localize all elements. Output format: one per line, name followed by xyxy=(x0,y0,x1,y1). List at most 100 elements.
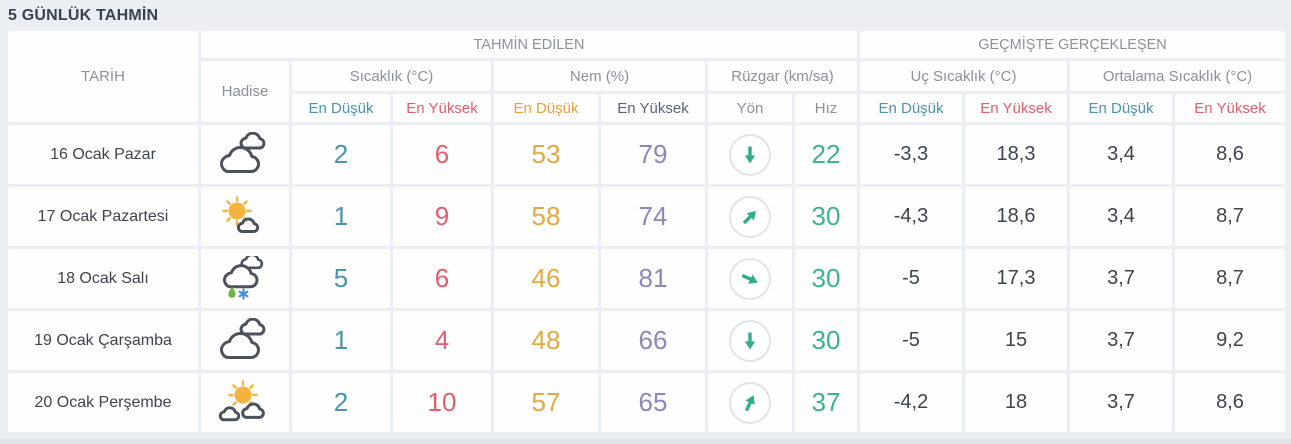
wind-direction-cell xyxy=(708,249,792,308)
header-hum-lowest: En Düşük xyxy=(494,94,598,122)
weather-cell xyxy=(201,249,289,308)
temp-low-cell: 1 xyxy=(292,311,390,370)
average-low-cell: 3,7 xyxy=(1070,249,1172,308)
cloudy-icon xyxy=(201,131,289,178)
date-cell: 20 Ocak Perşembe xyxy=(8,373,198,432)
header-group-row: TARİH TAHMİN EDİLEN GEÇMİŞTE GERÇEKLEŞEN xyxy=(8,31,1285,122)
extreme-low-cell: -4,2 xyxy=(860,373,962,432)
date-cell: 18 Ocak Salı xyxy=(8,249,198,308)
extreme-high-cell: 18,6 xyxy=(965,187,1067,246)
temp-high-cell: 6 xyxy=(393,125,491,184)
temp-low-cell: 1 xyxy=(292,187,390,246)
average-high-cell: 8,6 xyxy=(1175,373,1285,432)
extreme-low-cell: -5 xyxy=(860,249,962,308)
humidity-low-cell: 57 xyxy=(494,373,598,432)
average-high-cell: 8,7 xyxy=(1175,249,1285,308)
extreme-high-cell: 18 xyxy=(965,373,1067,432)
wind-direction-cell xyxy=(708,311,792,370)
wind-speed-cell: 30 xyxy=(795,187,857,246)
temp-high-cell: 6 xyxy=(393,249,491,308)
extreme-high-cell: 18,3 xyxy=(965,125,1067,184)
humidity-low-cell: 58 xyxy=(494,187,598,246)
mostly-sunny-icon xyxy=(201,379,289,426)
weather-cell xyxy=(201,311,289,370)
header-predicted: TAHMİN EDİLEN xyxy=(201,31,857,58)
temp-low-cell: 2 xyxy=(292,373,390,432)
header-average-temp: Ortalama Sıcaklık (°C) xyxy=(1070,61,1285,91)
header-extreme-temp: Uç Sıcaklık (°C) xyxy=(860,61,1067,91)
table-row: 19 Ocak Çarşamba 1 4 48 66 30 -5 15 3,7 … xyxy=(8,311,1285,370)
temp-low-cell: 5 xyxy=(292,249,390,308)
table-row: 17 Ocak Pazartesi xyxy=(8,187,1285,246)
wind-speed-cell: 37 xyxy=(795,373,857,432)
average-low-cell: 3,7 xyxy=(1070,373,1172,432)
header-avg-highest: En Yüksek xyxy=(1175,94,1285,122)
wind-direction-icon xyxy=(729,381,771,424)
average-high-cell: 9,2 xyxy=(1175,311,1285,370)
average-low-cell: 3,4 xyxy=(1070,187,1172,246)
cloudy-icon xyxy=(201,317,289,364)
table-row: 20 Ocak Perşembe xyxy=(8,373,1285,432)
humidity-low-cell: 48 xyxy=(494,311,598,370)
header-hum-highest: En Yüksek xyxy=(601,94,705,122)
temp-high-cell: 4 xyxy=(393,311,491,370)
wind-direction-cell xyxy=(708,125,792,184)
header-sub-row: En Düşük En Yüksek En Düşük En Yüksek Yö… xyxy=(8,94,1285,122)
average-high-cell: 8,6 xyxy=(1175,125,1285,184)
wind-direction-cell xyxy=(708,373,792,432)
header-category-row: Hadise Sıcaklık (°C) Nem (%) Rüzgar (km/… xyxy=(8,61,1285,122)
extreme-low-cell: -5 xyxy=(860,311,962,370)
header-avg-lowest: En Düşük xyxy=(1070,94,1172,122)
header-wind-direction: Yön xyxy=(708,94,792,122)
average-low-cell: 3,4 xyxy=(1070,125,1172,184)
wind-direction-icon xyxy=(729,133,771,176)
extreme-high-cell: 15 xyxy=(965,311,1067,370)
partly-sunny-icon xyxy=(201,194,289,240)
page-title: 5 GÜNLÜK TAHMİN xyxy=(8,7,159,24)
header-event: Hadise xyxy=(201,61,289,122)
humidity-high-cell: 66 xyxy=(601,311,705,370)
wind-direction-icon xyxy=(729,257,771,300)
wind-direction-cell xyxy=(708,187,792,246)
humidity-high-cell: 81 xyxy=(601,249,705,308)
humidity-high-cell: 74 xyxy=(601,187,705,246)
wind-speed-cell: 30 xyxy=(795,249,857,308)
header-historical: GEÇMİŞTE GERÇEKLEŞEN xyxy=(860,31,1285,58)
wind-direction-icon xyxy=(729,195,771,238)
weather-cell xyxy=(201,373,289,432)
temp-low-cell: 2 xyxy=(292,125,390,184)
humidity-low-cell: 46 xyxy=(494,249,598,308)
date-cell: 16 Ocak Pazar xyxy=(8,125,198,184)
average-high-cell: 8,7 xyxy=(1175,187,1285,246)
humidity-high-cell: 79 xyxy=(601,125,705,184)
wind-speed-cell: 22 xyxy=(795,125,857,184)
header-temp-lowest: En Düşük xyxy=(292,94,390,122)
table-row: 18 Ocak Salı 5 6 46 81 xyxy=(8,249,1285,308)
humidity-low-cell: 53 xyxy=(494,125,598,184)
wind-speed-cell: 30 xyxy=(795,311,857,370)
header-ext-highest: En Yüksek xyxy=(965,94,1067,122)
wind-direction-icon xyxy=(729,319,771,362)
header-ext-lowest: En Düşük xyxy=(860,94,962,122)
extreme-low-cell: -3,3 xyxy=(860,125,962,184)
header-humidity: Nem (%) xyxy=(494,61,705,91)
date-cell: 19 Ocak Çarşamba xyxy=(8,311,198,370)
header-temperature: Sıcaklık (°C) xyxy=(292,61,491,91)
table-row: 16 Ocak Pazar 2 6 53 79 22 -3,3 18,3 3,4… xyxy=(8,125,1285,184)
average-low-cell: 3,7 xyxy=(1070,311,1172,370)
extreme-high-cell: 17,3 xyxy=(965,249,1067,308)
bottom-divider xyxy=(0,439,1291,444)
humidity-high-cell: 65 xyxy=(601,373,705,432)
weather-cell xyxy=(201,125,289,184)
weather-cell xyxy=(201,187,289,246)
temp-high-cell: 9 xyxy=(393,187,491,246)
forecast-table: TARİH TAHMİN EDİLEN GEÇMİŞTE GERÇEKLEŞEN… xyxy=(5,28,1288,435)
header-temp-highest: En Yüksek xyxy=(393,94,491,122)
header-date: TARİH xyxy=(8,31,198,122)
sleet-icon xyxy=(201,255,289,302)
header-wind: Rüzgar (km/sa) xyxy=(708,61,857,91)
extreme-low-cell: -4,3 xyxy=(860,187,962,246)
temp-high-cell: 10 xyxy=(393,373,491,432)
date-cell: 17 Ocak Pazartesi xyxy=(8,187,198,246)
header-wind-speed: Hız xyxy=(795,94,857,122)
